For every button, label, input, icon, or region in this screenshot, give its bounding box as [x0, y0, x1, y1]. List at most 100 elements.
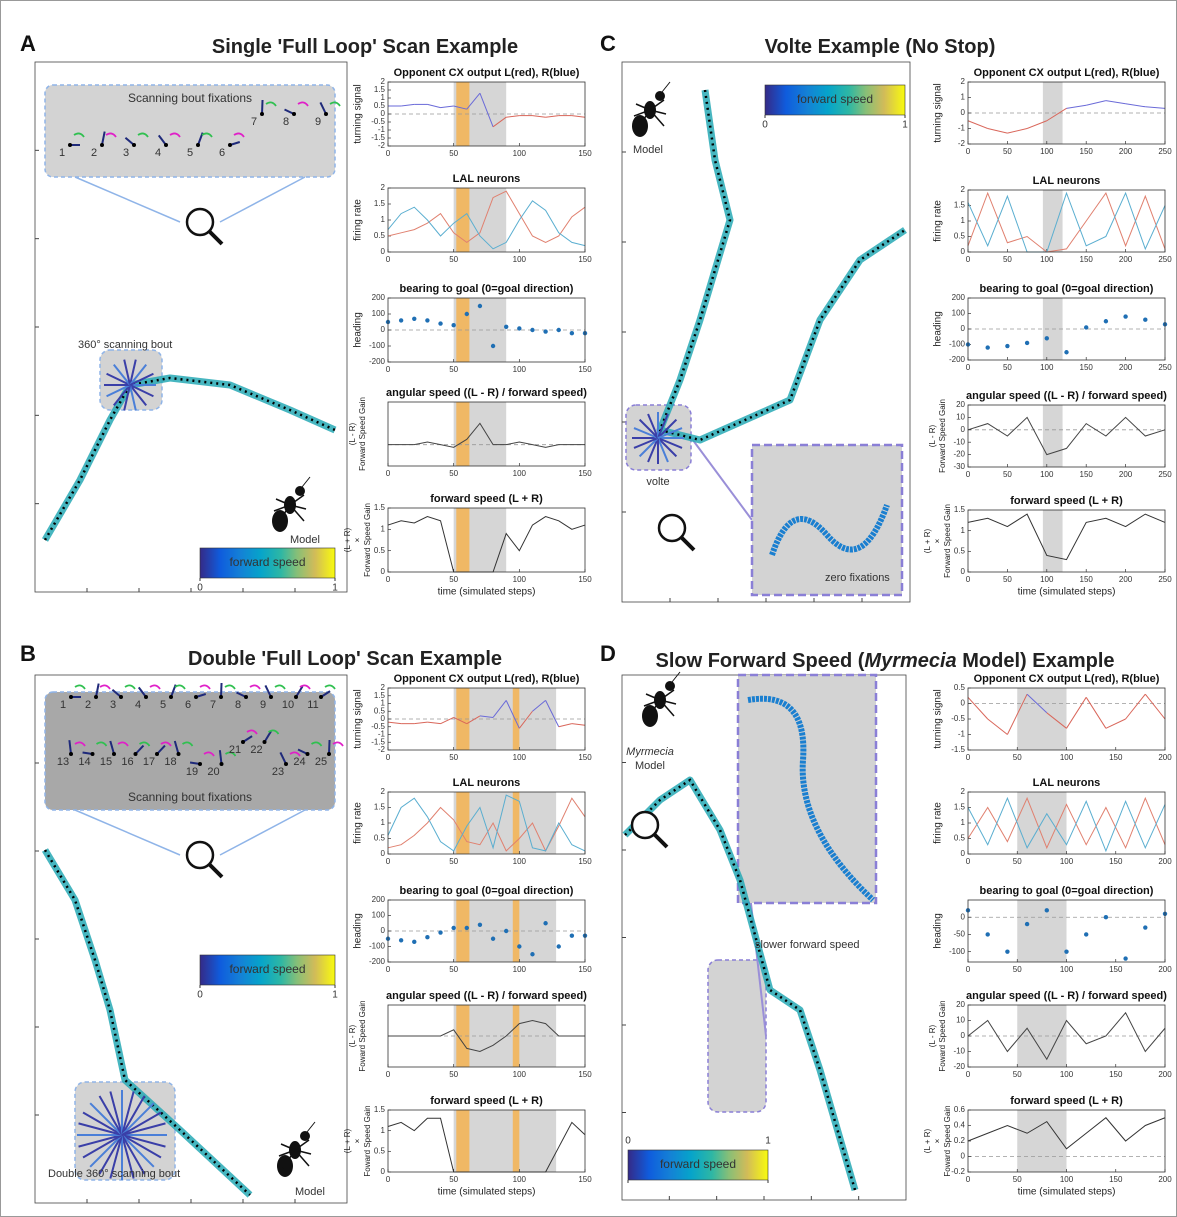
shaded-interval	[1042, 190, 1063, 252]
ant-leg	[645, 693, 661, 701]
x-tick-label: 50	[1013, 857, 1022, 866]
scan-fixation	[121, 1134, 155, 1168]
x-tick-label: 0	[386, 469, 391, 478]
magnifier-handle	[207, 862, 224, 879]
y-axis-label: turning signal	[933, 689, 944, 748]
fixation-heading	[157, 134, 167, 146]
fixation-point	[241, 740, 245, 744]
y-tick-label: 20	[956, 1000, 965, 1009]
colorbar-tick-label: 1	[332, 990, 338, 1001]
x-tick-label: 150	[578, 857, 592, 866]
ant-head	[295, 486, 305, 496]
mini-chart: Opponent CX output L(red), R(blue) -2-1.5…	[353, 673, 593, 762]
panel-title: Double 'Full Loop' Scan Example	[188, 648, 502, 670]
data-point	[985, 932, 990, 937]
data-line	[967, 796, 1166, 853]
plot-frame	[387, 81, 586, 147]
ant-leg	[637, 109, 651, 129]
signal-segment	[532, 700, 546, 712]
x-tick-label: 100	[513, 469, 527, 478]
fixation-heading	[279, 751, 287, 765]
plot-frame	[967, 81, 1166, 145]
y-axis-label: turning signal	[353, 84, 364, 143]
scan-fixation	[121, 1111, 162, 1136]
ant-leg	[289, 494, 305, 506]
y-axis-label: Foward Speed Gain	[943, 1105, 952, 1176]
x-tick-label: 150	[1109, 965, 1123, 974]
y-tick-label: -100	[949, 340, 966, 349]
y-tick-label: 0	[381, 325, 386, 334]
y-tick-label: 0	[961, 849, 966, 858]
y-tick-label: -0.5	[951, 714, 965, 723]
y-tick-label: -100	[949, 947, 966, 956]
data-line	[387, 200, 586, 250]
fixation-arrow	[249, 684, 261, 690]
fixation-arrow	[137, 132, 149, 138]
x-tick-label: 200	[1119, 363, 1133, 372]
fixation-arrow	[311, 741, 323, 747]
plot-frame	[387, 1109, 586, 1173]
x-tick-label: 50	[1013, 753, 1022, 762]
ant-leg	[282, 1149, 296, 1169]
highlight-interval	[456, 402, 470, 466]
y-tick-label: 2	[381, 787, 386, 796]
mini-chart: Opponent CX output L(red), R(blue) -2 -1 0 1…	[933, 67, 1173, 156]
mini-chart: forward speed (L + R) 0 0.5 1 1.5 0 50 100 150 (L…	[343, 493, 592, 598]
data-point	[1044, 336, 1050, 341]
fixation-arrow	[169, 132, 181, 138]
colorbar-tick-label: 0	[762, 120, 768, 131]
fixation-point	[100, 143, 104, 147]
x-tick-label: 200	[1119, 575, 1133, 584]
y-tick-label: 0.5	[374, 834, 386, 843]
y-tick-label: 0.5	[954, 834, 966, 843]
fixation-label: 4	[135, 699, 141, 711]
signal-segment	[987, 128, 1008, 134]
fixation-label: 22	[250, 744, 262, 756]
mini-chart: LAL neurons 0 0.5 1 1.5 2 0 50 100 150 firing rate	[353, 173, 593, 264]
x-tick-label: 150	[578, 255, 592, 264]
highlight-interval	[456, 508, 470, 572]
fixation-arrow	[289, 751, 301, 757]
y-tick-label: 100	[372, 911, 386, 920]
x-tick-label: 0	[386, 1070, 391, 1079]
chart-title: Opponent CX output L(red), R(blue)	[974, 673, 1160, 685]
signal-segment	[1046, 107, 1067, 122]
y-axis-label: turning signal	[353, 689, 364, 748]
annotation: Model	[290, 534, 320, 546]
scan-fixation	[657, 437, 678, 458]
signal-segment	[571, 115, 586, 118]
x-tick-label: 50	[1003, 575, 1012, 584]
signal-segment	[453, 105, 467, 110]
y-tick-label: 2	[961, 77, 966, 86]
data-point	[438, 321, 443, 326]
y-tick-label: -20	[953, 450, 965, 459]
scan-fixation	[121, 1122, 166, 1136]
fixation-label: 10	[282, 699, 294, 711]
x-tick-label: 150	[1109, 857, 1123, 866]
x-tick-label: 150	[578, 1070, 592, 1079]
y-tick-label: 200	[372, 895, 386, 904]
ant-leg	[649, 109, 667, 115]
x-tick-label: 0	[386, 255, 391, 264]
data-point	[556, 327, 561, 333]
data-point	[543, 921, 548, 926]
y-tick-label: -100	[369, 942, 386, 951]
y-tick-label: -1	[958, 124, 966, 133]
y-tick-label: 0.5	[954, 683, 966, 692]
x-tick-label: 150	[578, 1175, 592, 1184]
plot-frame	[967, 297, 1166, 361]
y-tick-label: 1	[381, 699, 386, 708]
y-tick-label: 2	[961, 185, 966, 194]
data-point	[556, 944, 561, 949]
fixation-label: 2	[91, 147, 97, 159]
chart-title: LAL neurons	[453, 173, 521, 185]
data-point	[1084, 325, 1089, 330]
data-point	[1103, 319, 1109, 324]
x-tick-label: 0	[386, 857, 391, 866]
x-tick-label: 200	[1158, 1175, 1172, 1184]
scan-fixation	[113, 364, 131, 386]
ant-leg	[635, 103, 651, 111]
x-tick-label: 0	[386, 575, 391, 584]
data-point	[504, 928, 509, 934]
ant-leg	[649, 99, 665, 111]
